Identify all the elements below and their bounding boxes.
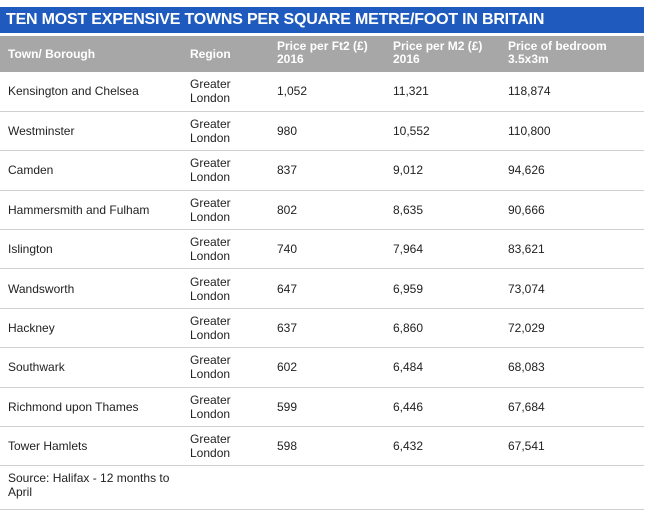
bedroom-price-cell: 90,666 — [498, 190, 644, 231]
price-per-ft2-cell: 637 — [267, 308, 383, 349]
column-header-town: Town/ Borough — [0, 36, 180, 72]
town-cell: Wandsworth — [0, 268, 180, 309]
price-per-m2-cell: 9,012 — [383, 150, 498, 191]
price-per-m2-cell: 6,446 — [383, 387, 498, 428]
price-per-ft2-cell: 1,052 — [267, 72, 383, 112]
table-row: Wandsworth Greater London 647 6,959 73,074 — [0, 268, 644, 309]
region-cell: Greater London — [180, 347, 267, 388]
table-container: Town/ Borough Region Price per Ft2 (£) 2… — [0, 36, 644, 511]
region-cell: Greater London — [180, 387, 267, 428]
page-title: TEN MOST EXPENSIVE TOWNS PER SQUARE METR… — [0, 7, 644, 33]
region-cell: Greater London — [180, 268, 267, 309]
empty-cell — [383, 465, 498, 511]
town-cell: Richmond upon Thames — [0, 387, 180, 428]
price-per-ft2-cell: 602 — [267, 347, 383, 388]
column-header-price-per-ft2: Price per Ft2 (£) 2016 — [267, 36, 383, 72]
price-per-ft2-cell: 599 — [267, 387, 383, 428]
town-cell: Southwark — [0, 347, 180, 388]
price-per-m2-cell: 7,964 — [383, 229, 498, 270]
empty-cell — [267, 465, 383, 511]
table-row: Hammersmith and Fulham Greater London 802 8… — [0, 190, 644, 231]
table-row: Richmond upon Thames Greater London 599 6,4… — [0, 387, 644, 428]
town-cell: Hammersmith and Fulham — [0, 190, 180, 231]
bedroom-price-cell: 67,684 — [498, 387, 644, 428]
region-cell: Greater London — [180, 150, 267, 191]
table-row: Hackney Greater London 637 6,860 72,029 — [0, 308, 644, 349]
price-per-ft2-cell: 980 — [267, 111, 383, 152]
bedroom-price-cell: 73,074 — [498, 268, 644, 309]
price-per-ft2-cell: 598 — [267, 426, 383, 467]
table-row: Camden Greater London 837 9,012 94,626 — [0, 150, 644, 191]
source-note: Source: Halifax - 12 months to April — [0, 465, 180, 511]
table-row: Islington Greater London 740 7,964 83,621 — [0, 229, 644, 270]
bedroom-price-cell: 94,626 — [498, 150, 644, 191]
bedroom-price-cell: 72,029 — [498, 308, 644, 349]
bedroom-price-cell: 83,621 — [498, 229, 644, 270]
price-per-m2-cell: 10,552 — [383, 111, 498, 152]
column-header-region: Region — [180, 36, 267, 72]
region-cell: Greater London — [180, 190, 267, 231]
region-cell: Greater London — [180, 229, 267, 270]
town-cell: Tower Hamlets — [0, 426, 180, 467]
price-per-m2-cell: 6,432 — [383, 426, 498, 467]
price-per-m2-cell: 11,321 — [383, 72, 498, 112]
town-cell: Camden — [0, 150, 180, 191]
table-row: Kensington and Chelsea Greater London 1,05… — [0, 72, 644, 112]
price-per-ft2-cell: 740 — [267, 229, 383, 270]
bedroom-price-cell: 67,541 — [498, 426, 644, 467]
town-cell: Hackney — [0, 308, 180, 349]
town-cell: Kensington and Chelsea — [0, 72, 180, 112]
region-cell: Greater London — [180, 111, 267, 152]
price-per-m2-cell: 6,484 — [383, 347, 498, 388]
region-cell: Greater London — [180, 426, 267, 467]
price-per-m2-cell: 8,635 — [383, 190, 498, 231]
empty-cell — [498, 465, 644, 511]
town-cell: Islington — [0, 229, 180, 270]
price-per-m2-cell: 6,860 — [383, 308, 498, 349]
source-row: Source: Halifax - 12 months to April — [0, 465, 644, 511]
bedroom-price-cell: 110,800 — [498, 111, 644, 152]
empty-cell — [180, 465, 267, 511]
table-row: Westminster Greater London 980 10,552 110,80… — [0, 111, 644, 152]
table-row: Southwark Greater London 602 6,484 68,083 — [0, 347, 644, 388]
table-row: Tower Hamlets Greater London 598 6,432 67,54… — [0, 426, 644, 467]
price-per-ft2-cell: 647 — [267, 268, 383, 309]
price-per-ft2-cell: 802 — [267, 190, 383, 231]
town-cell: Westminster — [0, 111, 180, 152]
table-body: Kensington and Chelsea Greater London 1,05… — [0, 72, 644, 467]
bedroom-price-cell: 68,083 — [498, 347, 644, 388]
data-table: Town/ Borough Region Price per Ft2 (£) 2… — [0, 36, 644, 511]
region-cell: Greater London — [180, 72, 267, 112]
price-per-ft2-cell: 837 — [267, 150, 383, 191]
region-cell: Greater London — [180, 308, 267, 349]
price-per-m2-cell: 6,959 — [383, 268, 498, 309]
column-header-bedroom-price: Price of bedroom 3.5x3m — [498, 36, 644, 72]
bedroom-price-cell: 118,874 — [498, 72, 644, 112]
column-header-price-per-m2: Price per M2 (£) 2016 — [383, 36, 498, 72]
header-row: Town/ Borough Region Price per Ft2 (£) 2… — [0, 36, 644, 72]
